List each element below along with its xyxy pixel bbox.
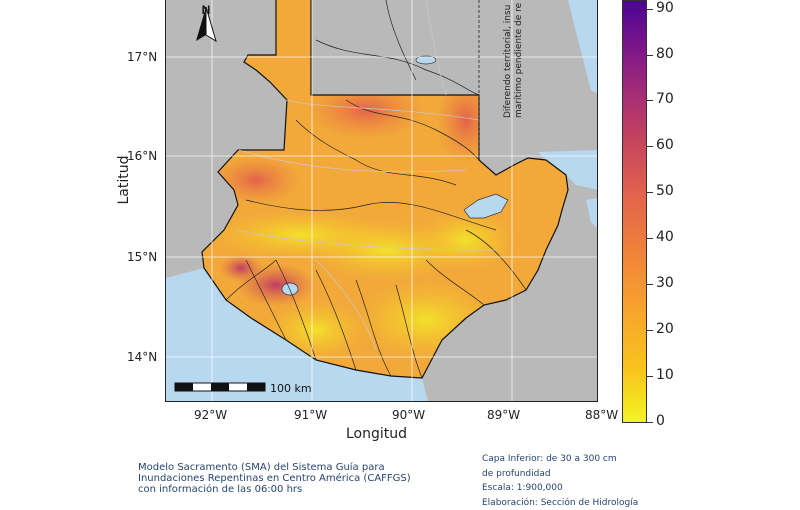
colorbar-label: 40 — [656, 229, 674, 245]
colorbar-label: 70 — [656, 91, 674, 107]
colorbar-tick — [647, 422, 653, 423]
colorbar-tick — [647, 284, 653, 285]
colorbar — [622, 0, 647, 423]
layer-info-line1: Capa Inferior: de 30 a 300 cm — [482, 452, 638, 467]
lon-tick-label: 91°W — [294, 408, 327, 422]
model-info: Modelo Sacramento (SMA) del Sistema Guía… — [138, 462, 411, 495]
colorbar-label: 20 — [656, 321, 674, 337]
model-info-line3: con información de las 06:00 hrs — [138, 484, 411, 495]
colorbar-tick — [647, 376, 653, 377]
y-axis-title: Latitud — [116, 150, 132, 210]
colorbar-tick — [647, 238, 653, 239]
map-frame — [165, 0, 598, 402]
colorbar-tick — [647, 330, 653, 331]
territorial-note-line2: marítimo pendiente de re — [514, 3, 525, 118]
colorbar-tick — [647, 55, 653, 56]
colorbar-label: 80 — [656, 46, 674, 62]
lon-tick-label: 92°W — [194, 408, 227, 422]
layer-info-line3: Escala: 1:900,000 — [482, 481, 638, 496]
territorial-note: Diferendo territorial, insu marítimo pen… — [503, 3, 525, 118]
layer-info-line4: Elaboración: Sección de Hidrología — [482, 496, 638, 510]
lon-tick-label: 88°W — [585, 408, 618, 422]
colorbar-tick — [647, 146, 653, 147]
model-info-line1: Modelo Sacramento (SMA) del Sistema Guía… — [138, 462, 411, 473]
lon-tick-label: 89°W — [487, 408, 520, 422]
colorbar-label: 90 — [656, 0, 674, 16]
lat-tick-label: 17°N — [127, 50, 157, 64]
layer-info: Capa Inferior: de 30 a 300 cm de profund… — [482, 452, 638, 510]
lat-tick-label: 14°N — [127, 350, 157, 364]
colorbar-label: 30 — [656, 275, 674, 291]
north-arrow-icon: N — [185, 3, 227, 49]
lon-tick-label: 90°W — [392, 408, 425, 422]
colorbar-tick — [647, 9, 653, 10]
colorbar-tick — [647, 100, 653, 101]
colorbar-label: 10 — [656, 367, 674, 383]
x-axis-title: Longitud — [346, 426, 407, 442]
scalebar-label: 100 km — [270, 382, 312, 395]
map-canvas — [166, 0, 598, 402]
lat-tick-label: 15°N — [127, 250, 157, 264]
colorbar-tick — [647, 192, 653, 193]
territorial-note-line1: Diferendo territorial, insu — [503, 3, 514, 118]
scale-bar — [175, 383, 265, 391]
colorbar-label: 50 — [656, 183, 674, 199]
model-info-line2: Inundaciones Repentinas en Centro Améric… — [138, 473, 411, 484]
colorbar-label: 60 — [656, 137, 674, 153]
layer-info-line2: de profundidad — [482, 467, 638, 482]
colorbar-label: 0 — [656, 413, 665, 429]
